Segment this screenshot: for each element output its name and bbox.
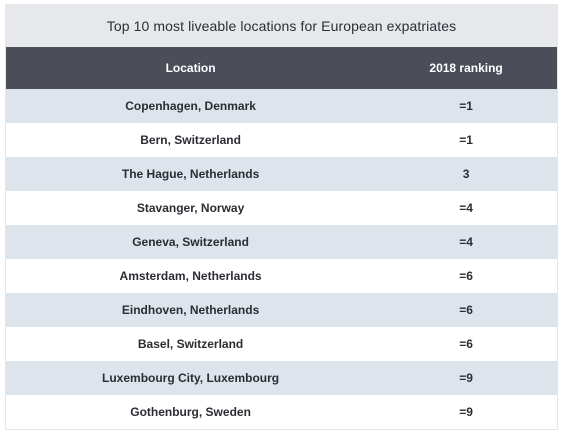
table-row: Copenhagen, Denmark =1 <box>6 89 557 123</box>
location-cell: Luxembourg City, Luxembourg <box>102 371 280 385</box>
column-header-ranking: 2018 ranking <box>429 61 503 75</box>
location-cell: Copenhagen, Denmark <box>125 99 256 113</box>
table-row: Luxembourg City, Luxembourg =9 <box>6 361 557 395</box>
ranking-table: Location 2018 ranking Copenhagen, Denmar… <box>6 47 557 429</box>
table-row: Stavanger, Norway =4 <box>6 191 557 225</box>
table-row: Amsterdam, Netherlands =6 <box>6 259 557 293</box>
ranking-table-card: Top 10 most liveable locations for Europ… <box>5 4 558 430</box>
ranking-cell: =6 <box>459 303 473 317</box>
ranking-cell: =4 <box>459 235 473 249</box>
table-row: The Hague, Netherlands 3 <box>6 157 557 191</box>
column-header-location: Location <box>165 61 216 75</box>
ranking-cell: =1 <box>459 99 473 113</box>
ranking-cell: =9 <box>459 371 473 385</box>
location-cell: Geneva, Switzerland <box>132 235 249 249</box>
table-row: Eindhoven, Netherlands =6 <box>6 293 557 327</box>
table-row: Gothenburg, Sweden =9 <box>6 395 557 429</box>
ranking-cell: =6 <box>459 337 473 351</box>
table-row: Bern, Switzerland =1 <box>6 123 557 157</box>
location-cell: Eindhoven, Netherlands <box>121 303 260 317</box>
location-cell: The Hague, Netherlands <box>121 167 260 181</box>
table-title: Top 10 most liveable locations for Europ… <box>6 5 557 47</box>
ranking-cell: 3 <box>462 167 470 181</box>
location-cell: Gothenburg, Sweden <box>130 405 251 419</box>
location-cell: Bern, Switzerland <box>140 133 241 147</box>
table-header-row: Location 2018 ranking <box>6 47 557 89</box>
ranking-cell: =6 <box>459 269 473 283</box>
location-cell: Amsterdam, Netherlands <box>119 269 262 283</box>
location-cell: Basel, Switzerland <box>137 337 244 351</box>
ranking-cell: =9 <box>459 405 473 419</box>
location-cell: Stavanger, Norway <box>136 201 245 215</box>
ranking-cell: =4 <box>459 201 473 215</box>
table-row: Basel, Switzerland =6 <box>6 327 557 361</box>
table-row: Geneva, Switzerland =4 <box>6 225 557 259</box>
ranking-cell: =1 <box>459 133 473 147</box>
